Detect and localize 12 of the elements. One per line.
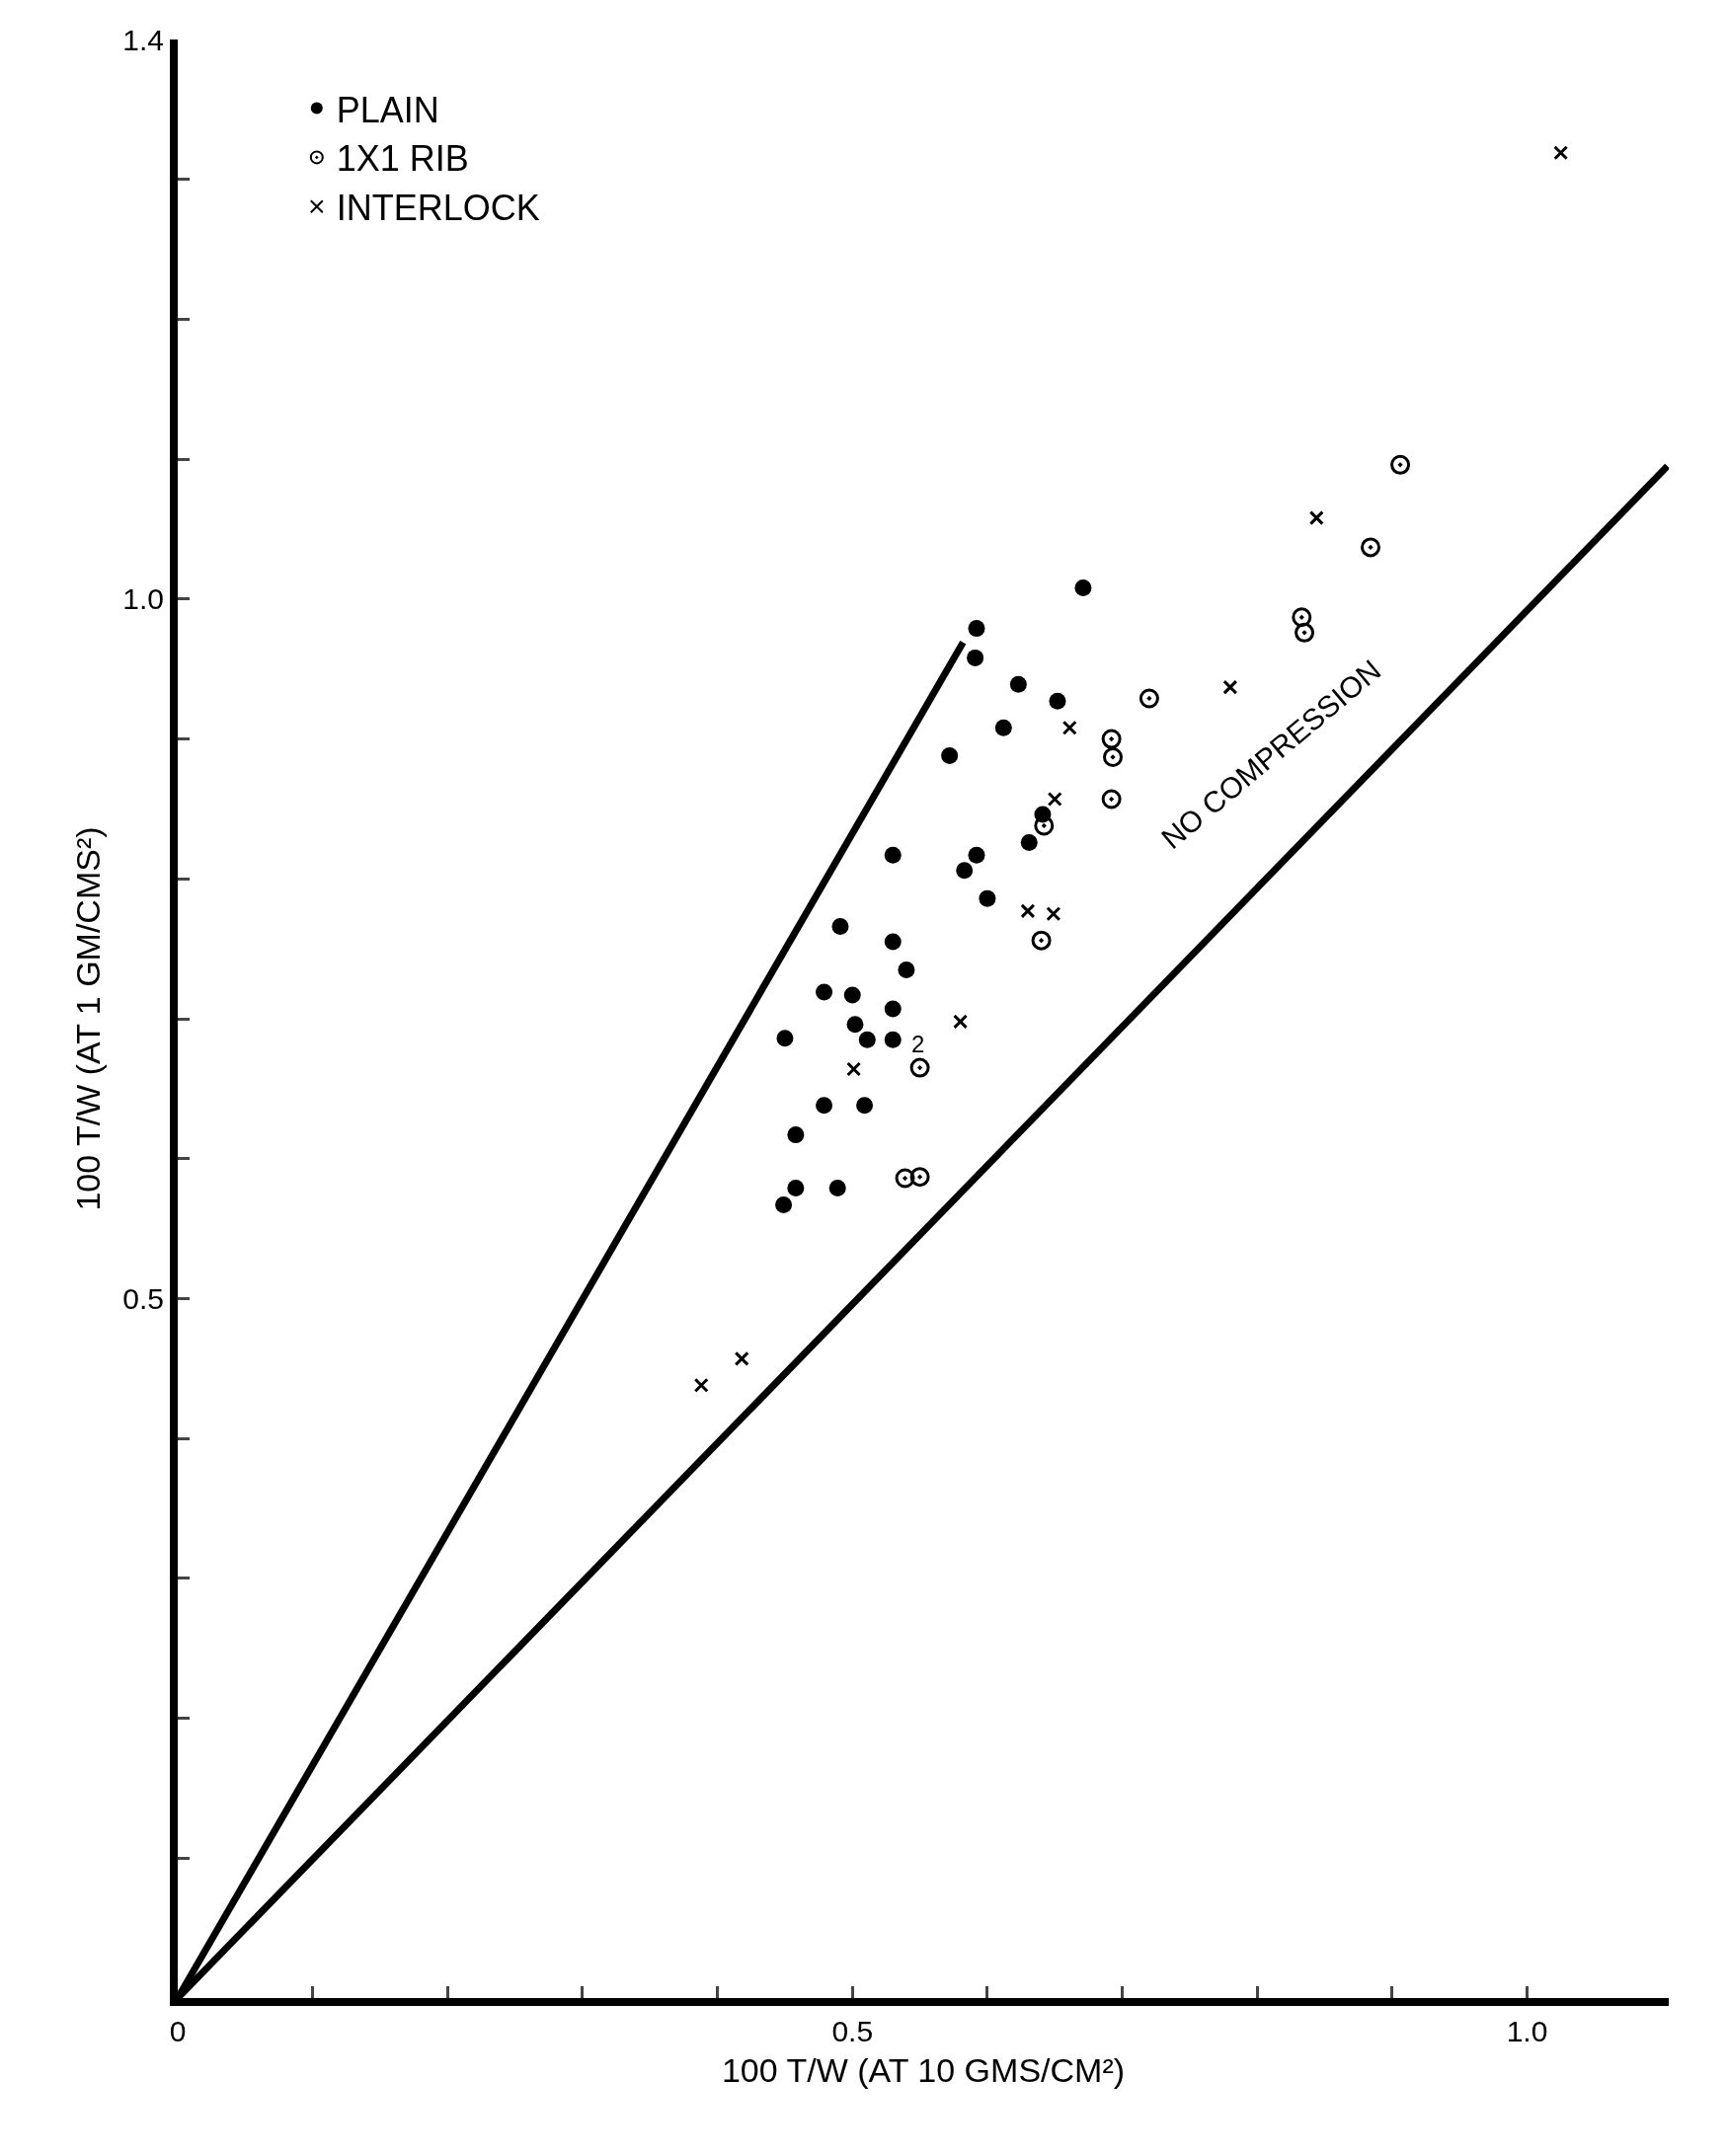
legend-label: 1X1 RIB (336, 138, 469, 180)
x-tick-label: 1.0 (1506, 2015, 1548, 2047)
x-tick-label: 0.5 (831, 2015, 874, 2047)
legend-label: PLAIN (336, 89, 439, 130)
y-tick-label: 0.5 (122, 1281, 164, 1315)
y-tick-label: 1.4 (122, 23, 164, 56)
annotation: 2 (911, 1031, 925, 1057)
x-tick-label: 0 (169, 2015, 187, 2047)
y-axis-title: 100 T/W (AT 1 GM/CMS²) (69, 826, 108, 1211)
legend-label: INTERLOCK (336, 188, 540, 229)
y-tick-label: 1.0 (122, 582, 164, 616)
x-axis-title: 100 T/W (AT 10 GMS/CM²) (721, 2050, 1126, 2089)
